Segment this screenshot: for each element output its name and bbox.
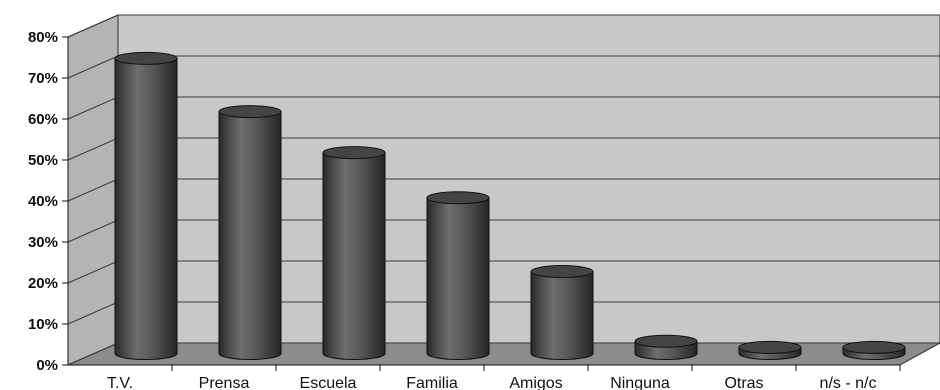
bar-body [322, 152, 386, 361]
y-tick-label: 0% [36, 357, 58, 374]
bar-top [530, 265, 594, 279]
bar-body [426, 197, 490, 361]
y-tick-label: 70% [28, 70, 58, 87]
y-tick-label: 80% [28, 29, 58, 46]
y-tick-label: 40% [28, 193, 58, 210]
bar-body [218, 111, 282, 361]
x-tick-label: Familia [406, 375, 458, 390]
bars [114, 51, 906, 361]
bar-body [530, 271, 594, 361]
bar-top [114, 51, 178, 65]
x-tick-label: Ninguna [610, 375, 670, 390]
chart-walls [67, 14, 940, 366]
bar [322, 146, 386, 361]
bar-body [114, 57, 178, 361]
y-tick-label: 20% [28, 275, 58, 292]
bar [738, 340, 802, 361]
y-tick-label: 10% [28, 316, 58, 333]
x-tick-label: Amigos [509, 375, 562, 390]
bar [530, 265, 594, 361]
bar [634, 334, 698, 361]
x-tick-label: n/s - n/c [820, 375, 877, 390]
bar-top [634, 334, 698, 348]
bar [426, 191, 490, 361]
bar [842, 340, 906, 361]
x-tick-label: Otras [724, 375, 763, 390]
x-tick-label: T.V. [107, 375, 133, 390]
bar-top [218, 105, 282, 119]
bar-top [842, 340, 906, 354]
y-tick-label: 50% [28, 152, 58, 169]
floor [67, 342, 940, 366]
bar-top [322, 146, 386, 160]
bar [218, 105, 282, 361]
x-tick-label: Prensa [199, 375, 250, 390]
bar [114, 51, 178, 361]
gridline [67, 14, 940, 38]
y-tick-label: 30% [28, 234, 58, 251]
x-axis: T.V. Prensa Escuela Familia Amigos Ninguna Otr… [68, 364, 901, 390]
y-tick-label: 60% [28, 111, 58, 128]
bar-top [738, 340, 802, 354]
y-axis: 0% 10% 20% 30% 40% 50% 60% 70% 80% [28, 29, 69, 374]
x-tick-label: Escuela [300, 375, 357, 390]
bar-top [426, 191, 490, 205]
